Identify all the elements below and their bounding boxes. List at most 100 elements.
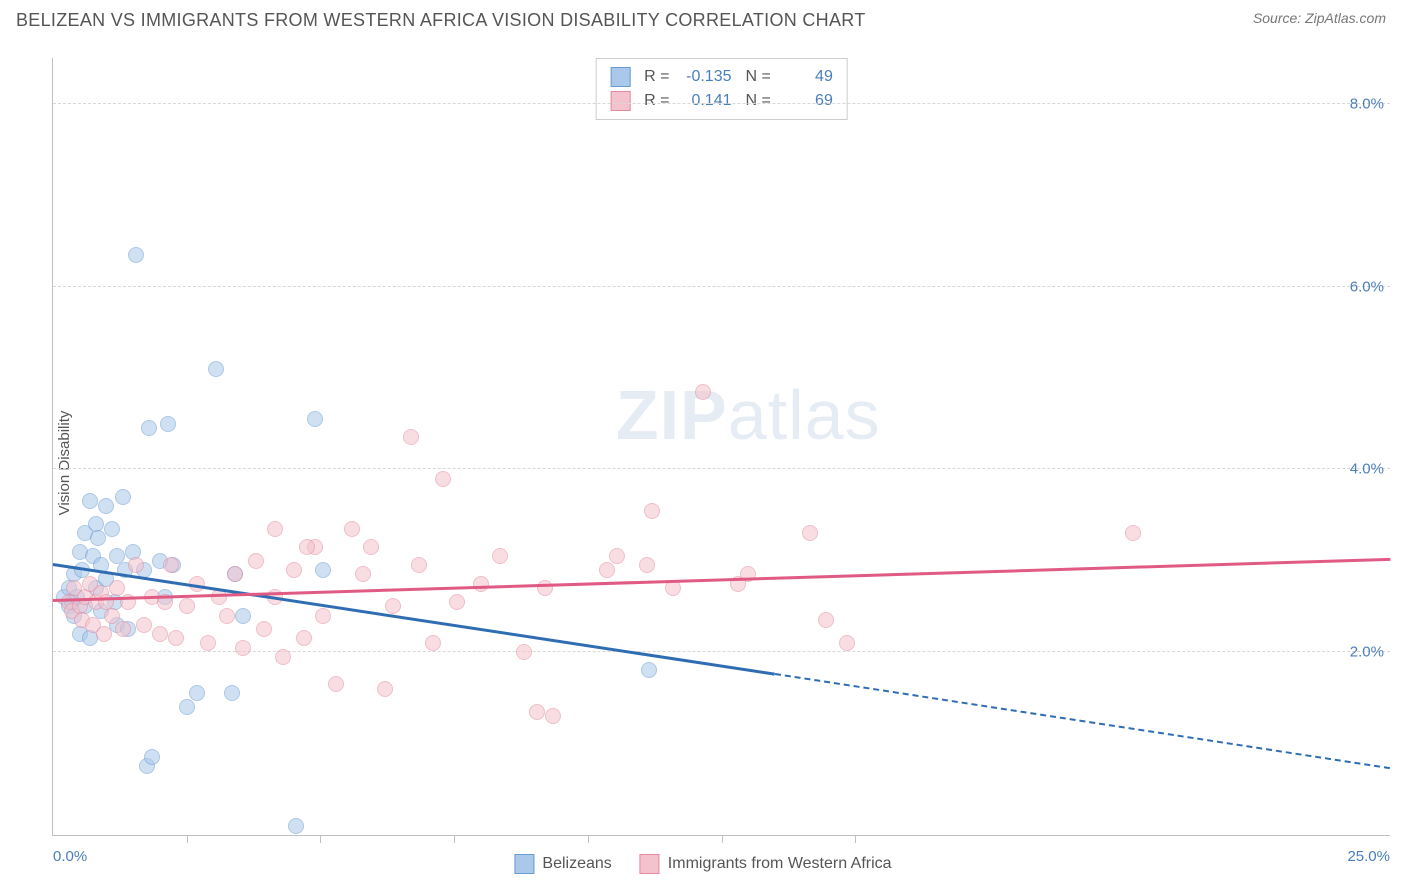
data-point [104,608,120,624]
data-point [839,635,855,651]
data-point [168,630,184,646]
data-point [219,608,235,624]
y-tick-label: 2.0% [1350,644,1384,661]
legend-label-1: Belizeans [542,855,611,873]
data-point [286,562,302,578]
data-point [537,580,553,596]
data-point [473,576,489,592]
data-point [385,598,401,614]
data-point [82,493,98,509]
x-axis-min-label: 0.0% [53,848,87,865]
data-point [411,557,427,573]
data-point [599,562,615,578]
r-value-1: -0.135 [680,65,732,89]
data-point [355,566,371,582]
data-point [529,704,545,720]
data-point [639,557,655,573]
data-point [144,749,160,765]
data-point [179,699,195,715]
x-tick [454,835,455,843]
data-point [200,635,216,651]
data-point [235,608,251,624]
data-point [363,539,379,555]
data-point [641,662,657,678]
data-point [328,676,344,692]
data-point [235,640,251,656]
data-point [449,594,465,610]
data-point [128,557,144,573]
data-point [96,626,112,642]
data-point [128,247,144,263]
correlation-stats-box: R = -0.135 N = 49 R = 0.141 N = 69 [595,58,848,120]
data-point [98,498,114,514]
n-value-1: 49 [781,65,833,89]
data-point [211,589,227,605]
chart-header: BELIZEAN VS IMMIGRANTS FROM WESTERN AFRI… [0,0,1406,35]
stats-row-series-1: R = -0.135 N = 49 [610,65,833,89]
data-point [227,566,243,582]
watermark: ZIPatlas [616,375,881,455]
data-point [425,635,441,651]
x-tick [320,835,321,843]
legend-swatch-2 [640,854,660,874]
chart-container: Vision Disability ZIPatlas R = -0.135 N … [16,42,1390,884]
data-point [516,644,532,660]
stats-row-series-2: R = 0.141 N = 69 [610,89,833,113]
data-point [299,539,315,555]
data-point [644,503,660,519]
data-point [492,548,508,564]
data-point [104,521,120,537]
data-point [288,818,304,834]
gridline [53,103,1390,104]
n-label: N = [746,65,771,89]
r-value-2: 0.141 [680,89,732,113]
data-point [275,649,291,665]
legend: Belizeans Immigrants from Western Africa [514,854,891,874]
data-point [160,416,176,432]
trend-line [775,673,1390,769]
data-point [315,608,331,624]
swatch-series-2 [610,91,630,111]
data-point [307,411,323,427]
data-point [1125,525,1141,541]
legend-swatch-1 [514,854,534,874]
data-point [377,681,393,697]
data-point [141,420,157,436]
data-point [802,525,818,541]
n-label: N = [746,89,771,113]
data-point [136,617,152,633]
data-point [163,557,179,573]
data-point [256,621,272,637]
data-point [818,612,834,628]
y-tick-label: 6.0% [1350,278,1384,295]
data-point [296,630,312,646]
data-point [248,553,264,569]
data-point [344,521,360,537]
gridline [53,651,1390,652]
gridline [53,468,1390,469]
r-label: R = [644,89,669,113]
x-tick [588,835,589,843]
x-axis-max-label: 25.0% [1347,848,1390,865]
x-tick [855,835,856,843]
data-point [315,562,331,578]
source-attribution: Source: ZipAtlas.com [1253,10,1386,26]
data-point [403,429,419,445]
data-point [189,685,205,701]
r-label: R = [644,65,669,89]
legend-item-1: Belizeans [514,854,611,874]
plot-area: ZIPatlas R = -0.135 N = 49 R = 0.141 N =… [52,58,1390,836]
data-point [115,489,131,505]
data-point [152,626,168,642]
x-tick [187,835,188,843]
y-tick-label: 4.0% [1350,461,1384,478]
data-point [435,471,451,487]
swatch-series-1 [610,67,630,87]
y-tick-label: 8.0% [1350,95,1384,112]
data-point [665,580,681,596]
data-point [208,361,224,377]
data-point [115,621,131,637]
data-point [609,548,625,564]
data-point [179,598,195,614]
data-point [545,708,561,724]
